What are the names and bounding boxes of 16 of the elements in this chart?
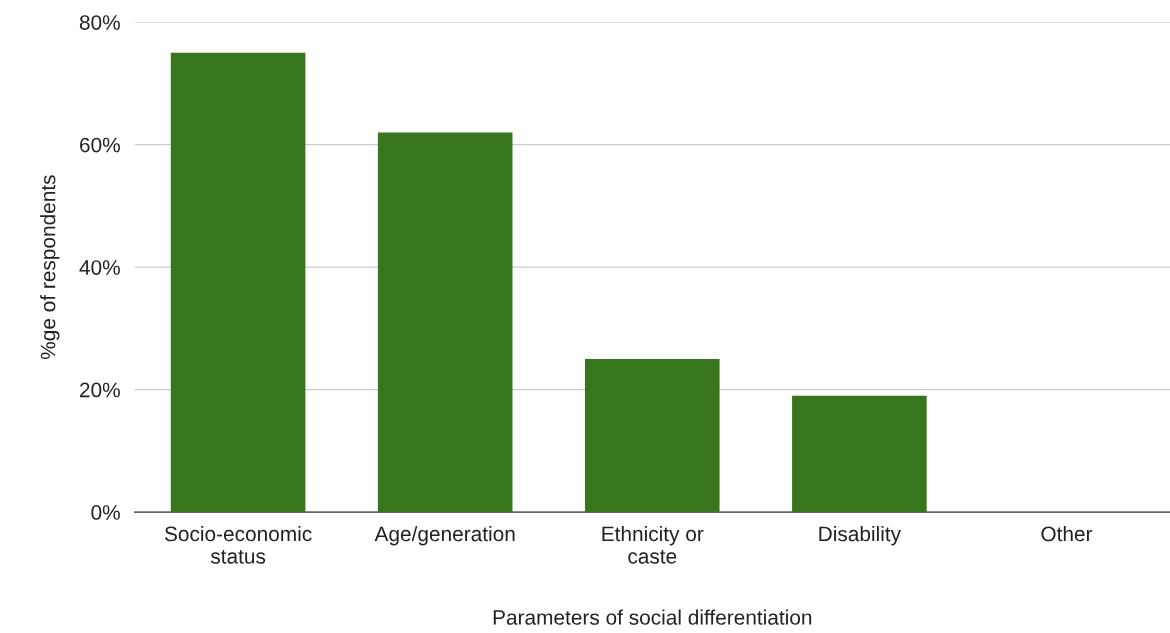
bar — [792, 395, 927, 513]
x-tick-label: Other — [1041, 525, 1093, 542]
x-axis-title: Parameters of social differentiation — [493, 609, 812, 625]
bar — [170, 52, 306, 513]
x-tick-label: Disability — [819, 525, 901, 546]
x-tick-label: Socio-economic status — [164, 525, 312, 564]
y-tick-label: 20% — [80, 382, 120, 398]
y-tick-label: 0% — [91, 505, 120, 520]
y-axis-title: %ge of respondents — [40, 175, 60, 360]
y-tick-label: 40% — [79, 260, 120, 275]
x-tick-label: Ethnicity or caste — [602, 525, 704, 564]
y-tick-label: 80% — [79, 15, 120, 30]
x-tick-label: Age/generation — [374, 525, 515, 546]
bar — [377, 132, 513, 513]
y-tick-label: 60% — [80, 137, 120, 153]
bar — [584, 358, 720, 513]
